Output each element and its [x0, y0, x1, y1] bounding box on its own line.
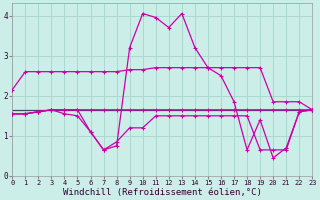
X-axis label: Windchill (Refroidissement éolien,°C): Windchill (Refroidissement éolien,°C) — [63, 188, 262, 197]
